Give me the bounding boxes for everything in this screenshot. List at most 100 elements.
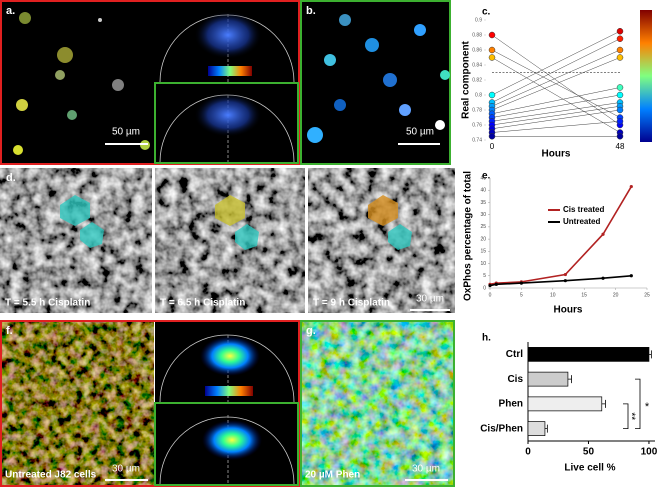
y-tick-label: 0.74 <box>472 137 482 143</box>
series-line <box>491 109 621 129</box>
x-tick-label: 0 <box>490 142 495 151</box>
series-line <box>491 31 621 96</box>
bar <box>527 396 603 412</box>
series-line <box>491 38 621 103</box>
bar <box>527 347 650 362</box>
error-bar <box>648 350 652 359</box>
panel-label: e. <box>482 171 491 182</box>
caption: T = 6.5 h Cisplatin <box>160 298 245 309</box>
panel-b: 50 µm b. <box>300 0 451 165</box>
y-tick-label: 5 <box>483 273 486 279</box>
x-tick-label: 5 <box>520 292 523 298</box>
phasor-plot <box>155 322 298 403</box>
y-axis-label: Real component <box>461 40 472 118</box>
y-tick-label: 0.86 <box>472 47 482 53</box>
error-bar <box>601 399 606 408</box>
y-tick-label: 0.82 <box>472 77 482 83</box>
point <box>616 118 624 125</box>
x-axis-label: Live cell % <box>564 463 615 474</box>
micrograph <box>0 168 152 313</box>
series-line <box>491 57 621 111</box>
y-tick-label: 0.8 <box>475 92 482 98</box>
series-line <box>491 121 621 133</box>
x-tick-label: 48 <box>616 142 625 151</box>
y-tick-label: 15 <box>480 249 486 255</box>
y-tick-label: Ctrl <box>506 349 523 360</box>
charts: c. Real component Hours 0.74 0.76 0.78 0.8 0.82… <box>461 7 658 474</box>
panel-label: a. <box>6 5 15 17</box>
y-tick-label: 10 <box>480 261 486 267</box>
point <box>488 54 496 61</box>
point <box>563 279 567 283</box>
significance-bracket <box>623 403 629 430</box>
y-tick-label: Phen <box>499 399 523 410</box>
series-line <box>491 49 621 107</box>
legend-label: Untreated <box>563 217 600 226</box>
x-tick-label: 25 <box>644 292 650 298</box>
error-bar <box>567 375 572 384</box>
cell-highlights <box>60 195 412 250</box>
panel-a: 50 µm a. <box>0 0 300 165</box>
caption: T = 5.5 h Cisplatin <box>5 298 90 309</box>
point <box>616 106 624 114</box>
x-tick-label: 50 <box>583 447 595 458</box>
point <box>616 133 624 140</box>
significance-label: * <box>645 401 650 413</box>
legend-label: Cis treated <box>563 205 604 214</box>
point <box>629 184 633 189</box>
point <box>616 35 624 42</box>
caption: 20 µM Phen <box>305 470 360 481</box>
scale-label: 30 µm <box>112 464 140 475</box>
x-tick-label: 20 <box>613 292 619 298</box>
y-tick-label: 0.78 <box>472 107 482 113</box>
point <box>616 91 624 99</box>
series-line <box>489 274 632 287</box>
cell-spots <box>307 14 450 143</box>
y-axis-label: OxPhos percentage of total <box>463 171 474 301</box>
y-tick-label: 0.88 <box>472 32 482 38</box>
y-tick-label: Cis <box>507 374 523 385</box>
significance-label: ** <box>625 412 636 420</box>
point <box>519 281 524 285</box>
phasor-plot <box>155 2 298 83</box>
caption: Untreated J82 cells <box>5 470 97 481</box>
panel-label: f. <box>6 325 13 337</box>
micrograph <box>308 168 455 313</box>
series-line <box>491 94 621 118</box>
y-tick-label: 30 <box>480 212 486 218</box>
point <box>616 54 624 61</box>
point <box>488 283 492 288</box>
point <box>488 91 496 99</box>
micrograph <box>155 168 305 313</box>
point <box>616 84 624 91</box>
point <box>616 46 624 54</box>
scale-label: 50 µm <box>112 127 140 138</box>
cell-spots <box>13 12 150 155</box>
panel-label: h. <box>482 333 491 344</box>
point <box>601 276 605 280</box>
point <box>616 28 624 35</box>
series-line <box>491 106 621 126</box>
significance-bracket <box>635 378 641 430</box>
panel-g: g. 20 µM Phen 30 µm <box>300 320 455 487</box>
micrograph <box>1 321 154 486</box>
bar <box>527 371 569 387</box>
panel-label: d. <box>6 172 16 184</box>
y-tick-label: 40 <box>480 188 486 194</box>
y-tick-label: 0.9 <box>475 17 482 23</box>
scale-label: 30 µm <box>412 464 440 475</box>
point <box>488 133 496 140</box>
error-bar <box>544 424 548 433</box>
series-line <box>491 34 621 126</box>
point <box>563 272 567 277</box>
bar <box>527 421 546 436</box>
panel-label: g. <box>306 325 316 337</box>
x-tick-label: 100 <box>641 447 658 458</box>
scale-label: 50 µm <box>406 127 434 138</box>
x-tick-label: 0 <box>525 447 531 458</box>
panel-d: d. T = 5.5 h Cisplatin T = 6.5 h Cisplat… <box>0 168 455 313</box>
x-axis-label: Hours <box>554 305 583 316</box>
series-line <box>491 102 621 122</box>
y-tick-label: 35 <box>480 200 486 206</box>
